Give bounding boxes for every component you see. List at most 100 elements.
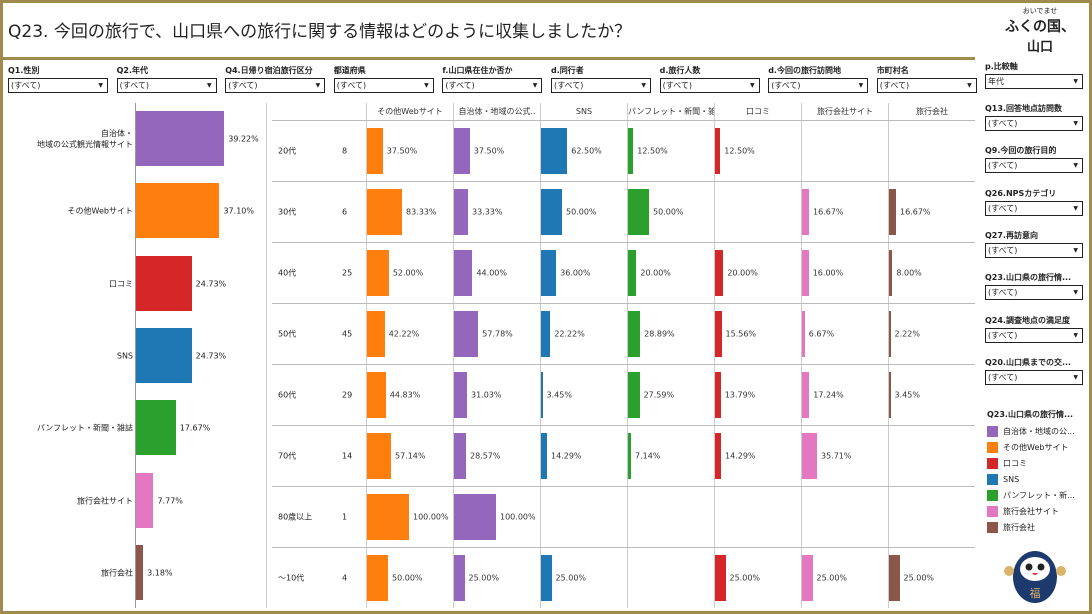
cell-bar[interactable] [367,128,383,174]
cell-bar[interactable] [541,433,547,479]
filter-dropdown[interactable]: (すべて) [768,78,869,93]
cell-bar[interactable] [889,189,896,235]
cell-bar[interactable] [367,433,391,479]
cell-bar[interactable] [889,311,891,357]
filter-dropdown[interactable]: (すべて) [876,78,977,93]
cell-bar[interactable] [541,128,568,174]
bar[interactable] [136,400,176,456]
column-header[interactable]: 口コミ [714,103,801,120]
bar[interactable] [136,255,192,311]
filter-dropdown[interactable]: (すべて) [551,78,651,93]
cell-bar[interactable] [367,311,385,357]
legend-item[interactable]: SNS [987,471,1085,487]
filter-dropdown[interactable]: (すべて) [985,285,1083,301]
table-row: 30代 6 83.33% 33.33% 50.00% 50.00% 16.67% 16.67% [272,181,975,242]
filter-dropdown[interactable]: (すべて) [985,369,1083,385]
cell-bar[interactable] [628,433,631,479]
legend-item[interactable]: その他Webサイト [987,439,1085,455]
cell-bar[interactable] [889,250,893,296]
cell-bar[interactable] [541,372,543,418]
cell-bar[interactable] [802,311,805,357]
bar[interactable] [136,472,154,528]
filter-label: f.山口県在住か否か [442,66,513,75]
legend-item[interactable]: 旅行会社 [987,519,1085,535]
cell-bar[interactable] [802,189,809,235]
cell-bar[interactable] [541,311,551,357]
filter-dropdown[interactable]: (すべて) [659,78,760,93]
filter-dropdown[interactable]: (すべて) [225,78,326,93]
filter-dropdown[interactable]: (すべて) [116,78,217,93]
filter-dropdown[interactable]: (すべて) [442,78,543,93]
cell-bar[interactable] [628,128,634,174]
filter-dropdown[interactable]: (すべて) [985,158,1083,174]
cell-bar[interactable] [802,372,810,418]
cell-bar[interactable] [715,433,721,479]
table-cell [627,487,714,547]
filter-label: Q1.性別 [8,66,40,75]
column-header[interactable]: 旅行会社サイト [801,103,888,120]
column-header[interactable]: パンフレット・新聞・雑 [627,103,714,120]
cell-bar[interactable] [889,372,891,418]
right-filter-8: Q20.山口県までの交... (すべて) [985,357,1083,385]
legend-item[interactable]: 旅行会社サイト [987,503,1085,519]
cell-bar[interactable] [715,128,721,174]
column-header[interactable]: その他Webサイト [366,103,453,120]
cell-bar[interactable] [454,494,496,540]
cell-value: 14.29% [551,451,582,461]
bar[interactable] [136,327,192,383]
column-header[interactable]: 旅行会社 [888,103,975,120]
cell-bar[interactable] [802,555,813,601]
legend-item[interactable]: 自治体・地域の公... [987,423,1085,439]
cell-value: 20.00% [727,268,758,278]
filter-dropdown[interactable]: (すべて) [333,78,434,93]
cell-bar[interactable] [541,555,552,601]
cell-bar[interactable] [802,250,809,296]
cell-value: 27.59% [643,390,675,400]
cell-bar[interactable] [715,311,722,357]
filter-label: Q2.年代 [116,66,148,75]
cell-value: 16.67% [900,207,931,217]
filter-dropdown[interactable]: 年代 [985,74,1083,89]
cell-bar[interactable] [367,555,388,601]
column-header[interactable]: 自治体・地域の公式.. [453,103,540,120]
filter-dropdown[interactable]: (すべて) [985,242,1083,258]
cell-bar[interactable] [367,189,402,235]
cell-bar[interactable] [367,494,409,540]
filter-dropdown[interactable]: (すべて) [8,78,108,93]
cell-bar[interactable] [367,372,386,418]
legend-swatch [987,489,998,501]
cell-bar[interactable] [715,555,726,601]
table-cell [888,487,975,547]
bar[interactable] [136,111,225,166]
table-cell: 16.67% [888,182,975,242]
cell-bar[interactable] [454,433,466,479]
filter-dropdown[interactable]: (すべて) [985,200,1083,216]
cell-bar[interactable] [541,189,562,235]
cell-value: 28.89% [644,329,675,339]
cell-bar[interactable] [541,250,557,296]
legend-item[interactable]: 口コミ [987,455,1085,471]
cell-bar[interactable] [715,372,721,418]
cell-bar[interactable] [628,372,640,418]
row-label: 70代 [278,451,297,461]
cell-bar[interactable] [889,555,900,601]
cell-bar[interactable] [454,128,470,174]
filter-dropdown[interactable]: (すべて) [985,116,1083,131]
cell-bar[interactable] [715,250,724,296]
cell-bar[interactable] [454,372,468,418]
cell-bar[interactable] [454,250,473,296]
cell-bar[interactable] [454,311,479,357]
cell-bar[interactable] [628,189,649,235]
column-header[interactable]: SNS [540,103,627,120]
cell-bar[interactable] [367,250,389,296]
cell-bar[interactable] [454,555,465,601]
legend-item[interactable]: パンフレット・新... [987,487,1085,503]
cell-bar[interactable] [628,250,637,296]
bar[interactable] [136,544,144,600]
filter-label: Q23.山口県の旅行情... [985,273,1072,283]
cell-bar[interactable] [628,311,641,357]
cell-bar[interactable] [454,189,468,235]
cell-bar[interactable] [802,433,817,479]
filter-dropdown[interactable]: (すべて) [985,327,1083,343]
bar[interactable] [136,183,220,239]
